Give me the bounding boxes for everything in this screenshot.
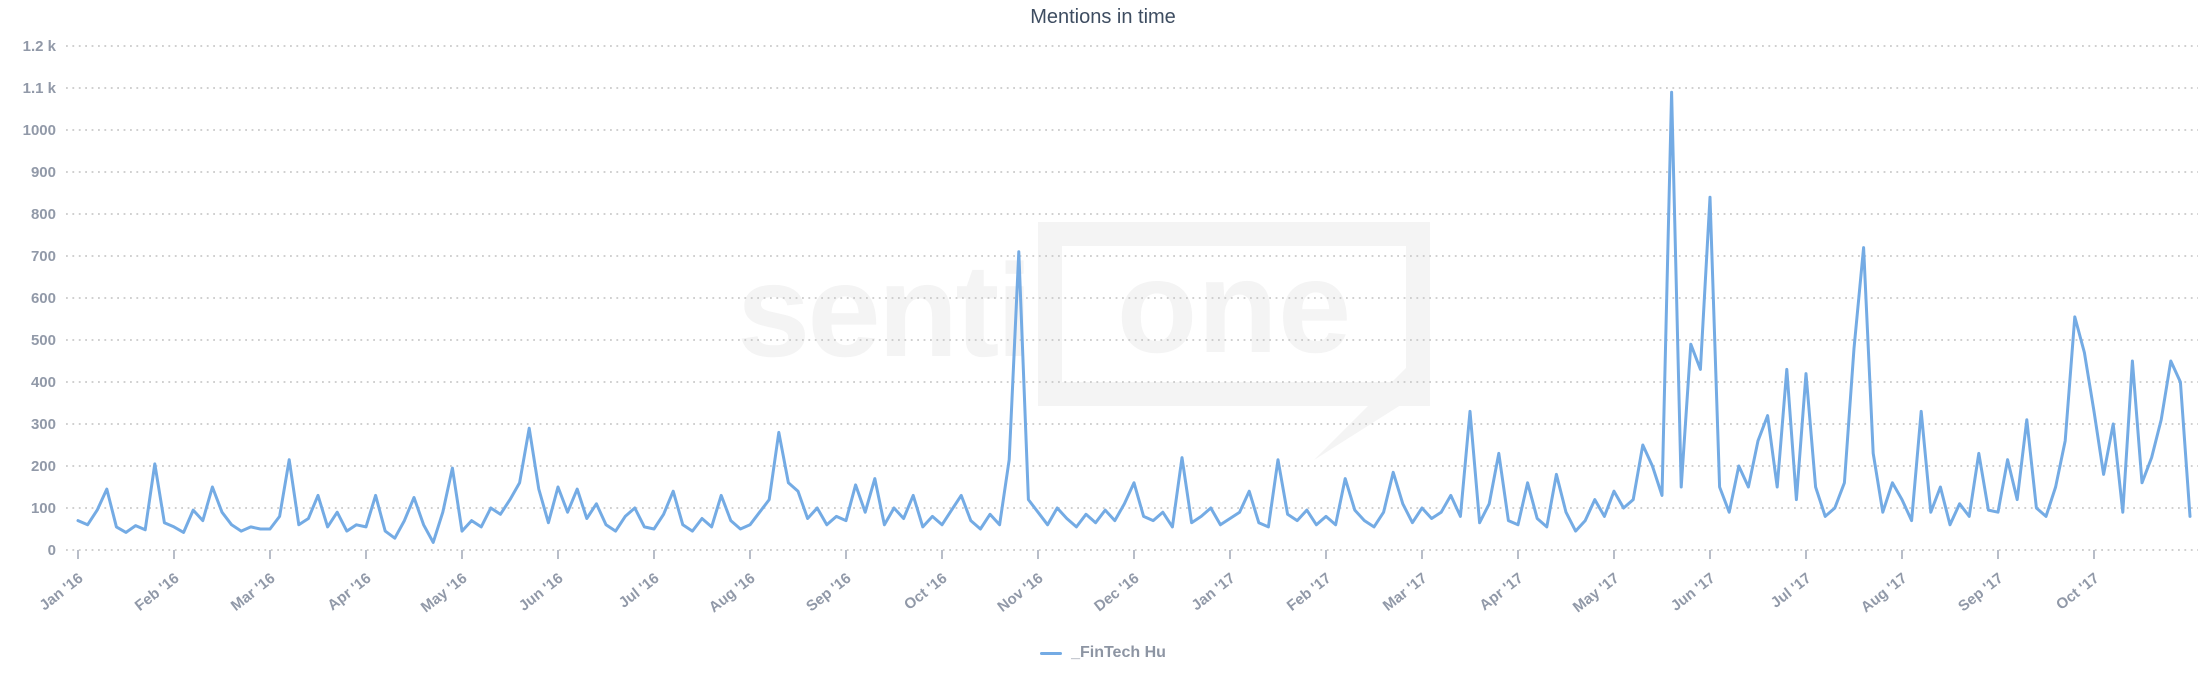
x-tick-label: May '16 (418, 570, 471, 616)
x-tick-label: Feb '17 (1284, 570, 1335, 615)
y-tick-label: 900 (31, 164, 56, 181)
x-tick-label: Jun '16 (516, 570, 567, 615)
x-tick-label: Aug '17 (1858, 570, 1911, 616)
y-tick-label: 400 (31, 374, 56, 391)
watermark-senti-text: senti (737, 237, 1030, 384)
y-tick-label: 1.2 k (23, 38, 57, 55)
y-tick-label: 600 (31, 290, 56, 307)
y-tick-label: 800 (31, 206, 56, 223)
watermark-speech-bubble (1038, 222, 1430, 406)
x-tick-label: Mar '17 (1380, 570, 1431, 615)
y-tick-label: 0 (48, 542, 56, 559)
x-tick-label: Nov '16 (994, 570, 1046, 616)
legend-series-dash-icon (1040, 651, 1063, 655)
x-tick-label: Oct '16 (901, 570, 950, 614)
y-tick-label: 1.1 k (23, 80, 57, 97)
x-tick-label: Sep '16 (803, 570, 854, 615)
y-tick-label: 200 (31, 458, 56, 475)
y-tick-label: 500 (31, 332, 56, 349)
x-tick-label: Apr '16 (324, 570, 374, 614)
series-line-fintech-hu (76, 90, 2192, 544)
x-tick-label: Jun '17 (1668, 570, 1719, 615)
y-tick-label: 700 (31, 248, 56, 265)
chart-title: Mentions in time (1030, 6, 1176, 28)
x-tick-label: Sep '17 (1955, 570, 2006, 615)
y-tick-label: 1000 (23, 122, 56, 139)
x-tick-label: Jul '16 (616, 570, 663, 612)
x-tick-label: Jul '17 (1768, 570, 1815, 612)
y-tick-label: 300 (31, 416, 56, 433)
x-tick-label: May '17 (1570, 570, 1623, 616)
x-tick-label: Mar '16 (228, 570, 279, 615)
legend-series-label: _FinTech Hu (1071, 644, 1166, 661)
x-tick-label: Jan '16 (36, 570, 86, 614)
x-tick-label: Dec '16 (1091, 570, 1142, 615)
x-tick-label: Aug '16 (706, 570, 759, 616)
x-tick-label: Feb '16 (132, 570, 183, 615)
watermark-one-text: one (1117, 233, 1352, 380)
y-tick-label: 100 (31, 500, 56, 517)
legend-item-fintech-hu[interactable]: _FinTech Hu (0, 644, 2206, 662)
x-tick-label: Oct '17 (2053, 570, 2102, 614)
x-tick-label: Apr '17 (1476, 570, 1526, 614)
x-tick-label: Jan '17 (1188, 570, 1238, 614)
